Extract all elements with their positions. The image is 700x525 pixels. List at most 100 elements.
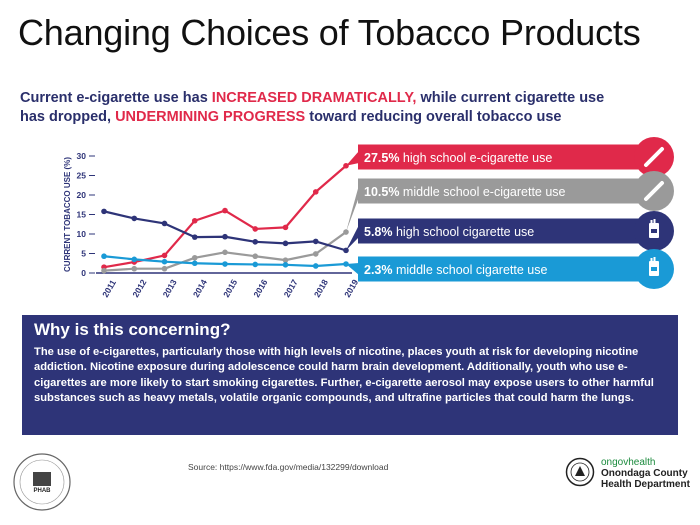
data-point-ms_cig [101,253,107,260]
e-cigarette-icon [644,147,664,167]
data-point-hs_ecig [161,252,168,259]
data-point-ms_cig [191,260,198,267]
subtitle-line-1: Current e-cigarette use has INCREASED DR… [20,89,690,108]
callout-text: high school e-cigarette use [403,151,552,165]
x-tick-label: 2018 [312,277,330,299]
cigarette-pack-label-icon [651,229,657,233]
data-point-ms_cig [282,262,289,268]
y-axis-label: CURRENT TOBACCO USE (%) [63,157,72,272]
callout-banner [358,256,658,282]
phab-logo-text: PHAB [33,488,51,494]
subtitle-text: while current cigarette use [416,90,605,106]
data-point-ms_ecig [312,251,319,257]
callout-value: 27.5% [364,151,403,165]
county-department: Health Department [601,479,690,490]
data-point-hs_cig [101,208,107,215]
data-point-ms_cig [312,263,319,269]
data-point-ms_ecig [282,257,289,263]
county-seal-icon [565,457,595,487]
callout-label: 10.5% middle school e-cigarette use [364,185,566,199]
county-logo-text: ongovhealth Onondaga County Health Depar… [601,457,690,490]
callout-banner [358,218,658,244]
y-tick-label: 20 [77,190,87,200]
data-point-hs_cig [191,234,198,240]
data-point-hs_ecig [312,189,319,195]
data-point-ms_cig [222,261,228,267]
data-point-ms_ecig [131,265,138,272]
callout-text: high school cigarette use [396,225,534,239]
slide-title: Changing Choices of Tobacco Products [18,12,641,53]
x-tick-label: 2013 [161,277,179,299]
subtitle-emphasis: INCREASED DRAMATICALLY, [211,90,417,106]
callout-pointer [346,263,359,275]
callout-pointer [346,225,359,251]
data-point-hs_cig [222,233,228,240]
callout-text: middle school cigarette use [396,263,548,277]
data-point-hs_cig [282,240,289,247]
y-tick-label: 30 [77,151,87,161]
cigarette-stick-icon [650,220,653,224]
tobacco-use-line-chart: CURRENT TOBACCO USE (%) 0 5 10 15 20 25 30 2011 2… [63,137,674,299]
callout-label: 27.5% high school e-cigarette use [364,151,552,165]
callout-label: 5.8% high school cigarette use [364,225,534,239]
data-point-ms_ecig [222,249,228,256]
data-point-ms_cig [252,261,259,268]
data-point-ms_ecig [191,254,198,261]
y-tick-label: 25 [77,171,87,181]
concern-box-body: The use of e-cigarettes, particularly th… [34,346,654,405]
subtitle-emphasis: UNDERMINING PROGRESS [115,109,306,125]
y-tick-label: 5 [81,249,86,259]
cigarette-pack-label-icon [651,267,657,271]
subtitle-line-2: has dropped, UNDERMINING PROGRESS toward… [20,108,690,127]
data-point-hs_ecig [222,207,228,214]
subtitle-text: has dropped, [20,109,116,125]
x-tick-label: 2014 [191,277,209,299]
cigarette-stick-icon [653,219,656,224]
county-name: Onondaga County [601,468,688,479]
subtitle-text: Current e-cigarette use has [20,90,212,106]
callout-pointer [346,185,359,233]
data-point-ms_ecig [161,265,168,272]
source-citation: Source: https://www.fda.gov/media/132299… [188,462,389,472]
chart-subtitle: Current e-cigarette use has INCREASED DR… [20,89,690,127]
y-tick-label: 0 [81,268,86,278]
callout-value: 2.3% [364,263,396,277]
callout-label: 2.3% middle school cigarette use [364,263,547,277]
data-point-hs_cig [312,238,319,245]
data-point-hs_cig [131,215,138,222]
callout-value: 5.8% [364,225,396,239]
data-point-ms_ecig [252,253,259,260]
callout-value: 10.5% [364,185,403,199]
callout-banner [358,178,658,204]
callout-banner [358,144,658,170]
cigarette-stick-icon [653,257,656,262]
x-tick-label: 2011 [100,278,118,299]
x-tick-label: 2019 [342,277,360,299]
county-brand: ongovhealth [601,457,656,468]
callout-pointer [346,151,359,166]
x-tick-label: 2012 [130,277,148,299]
x-tick-label: 2017 [282,277,300,299]
concern-box: Why is this concerning? The use of e-cig… [22,315,678,435]
data-point-hs_cig [343,247,349,254]
data-point-ms_ecig [101,267,107,274]
phab-accreditation-seal-icon: PHAB [13,453,71,511]
y-tick-label: 15 [77,210,87,220]
x-tick-label: 2016 [251,277,269,299]
concern-box-title: Why is this concerning? [34,320,231,339]
y-tick-label: 10 [77,229,87,239]
data-point-ms_cig [161,258,168,265]
data-point-ms_cig [131,256,138,263]
county-health-logo: ongovhealth Onondaga County Health Depar… [565,455,695,499]
data-point-hs_cig [161,220,168,227]
callout-text: middle school e-cigarette use [403,185,566,199]
data-point-hs_ecig [282,224,289,231]
series-line-hs_cig [103,210,347,252]
data-point-hs_ecig [252,226,259,232]
e-cigarette-icon [644,181,664,201]
data-point-hs_cig [252,239,259,245]
x-tick-label: 2015 [221,277,239,299]
data-point-hs_ecig [191,217,198,224]
cigarette-stick-icon [650,258,653,262]
subtitle-text: toward reducing overall tobacco use [305,109,562,125]
